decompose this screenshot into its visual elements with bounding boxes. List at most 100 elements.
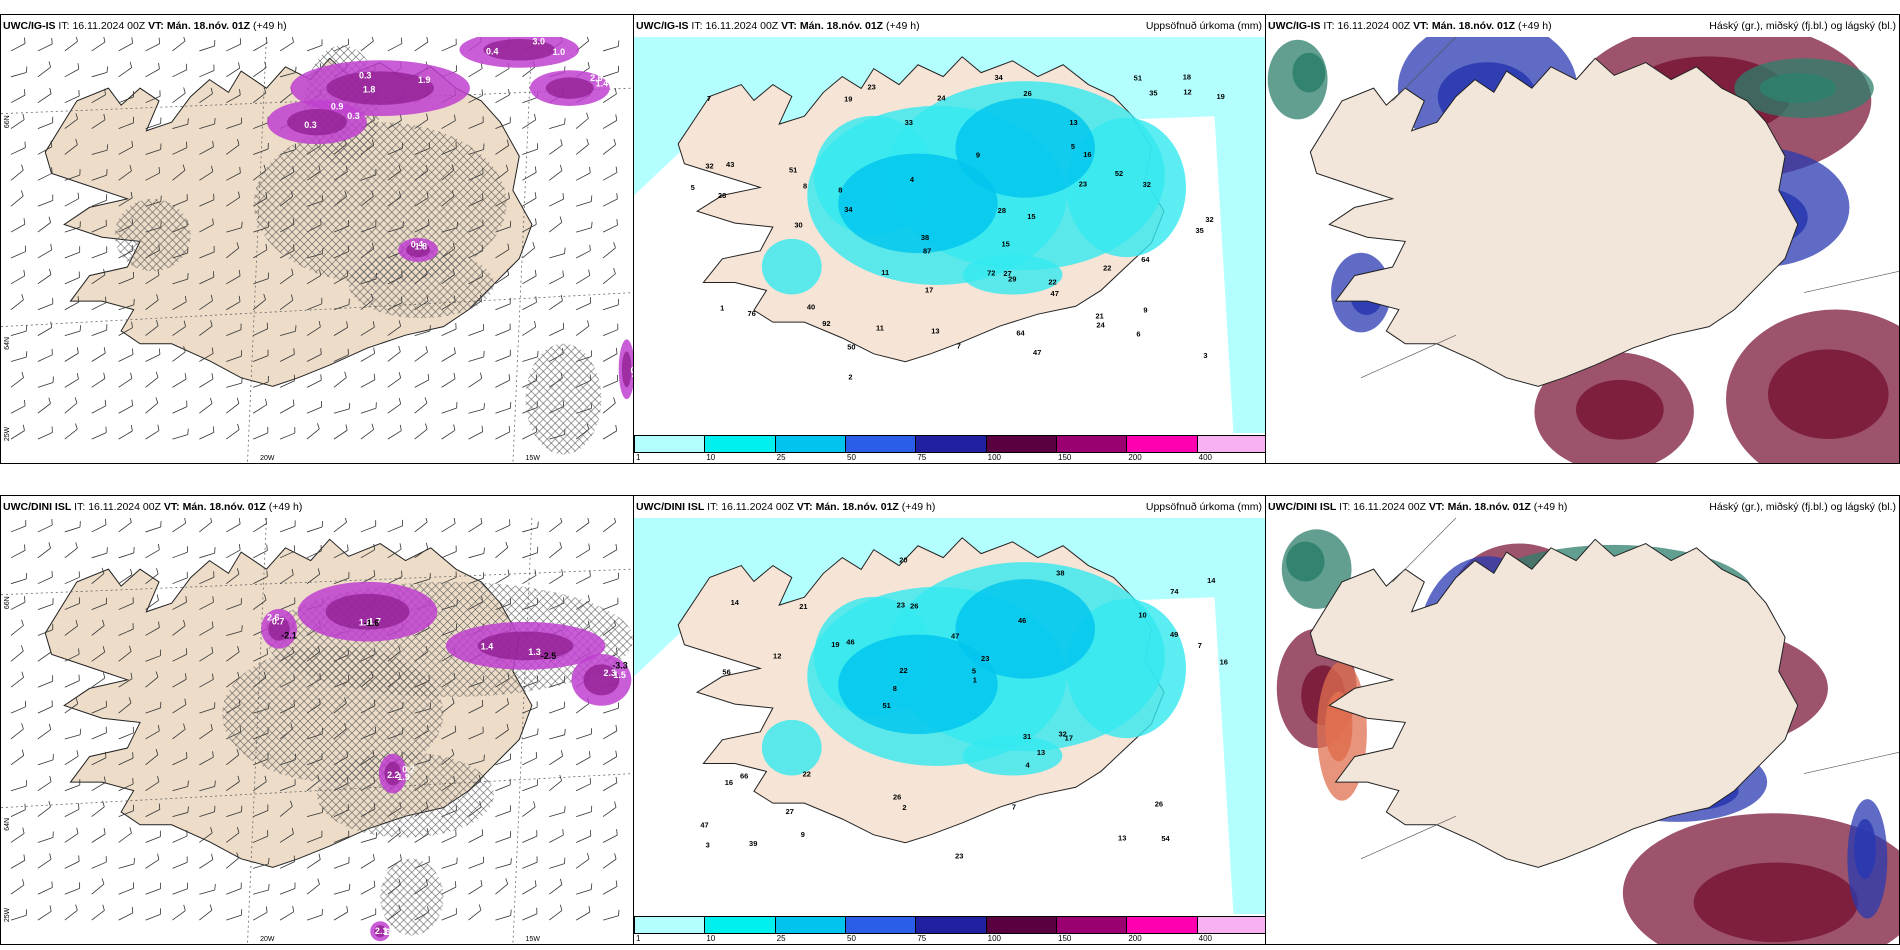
wind-barb-flag: [158, 621, 160, 628]
wind-barb-flag: [24, 37, 26, 44]
wind-barb: [602, 430, 617, 440]
wind-barb: [118, 810, 134, 817]
wind-barb: [118, 304, 134, 311]
wind-barb: [468, 885, 483, 895]
cloud-map-panel-igis: UWC/IG-IS IT: 16.11.2024 00Z VT: Mán. 18…: [1265, 14, 1900, 464]
wind-barb: [199, 276, 214, 285]
wind-barb: [360, 353, 375, 362]
precip-colorbar: 1 10 25 50 75 100 150 200 400: [634, 433, 1265, 463]
wind-barb-flag: [562, 829, 564, 836]
wind-barb: [333, 377, 347, 388]
wind-barb: [495, 303, 511, 311]
wind-barb: [37, 729, 52, 740]
wind-barb: [495, 729, 509, 740]
precip-amount-label: 14: [731, 598, 740, 607]
wind-barb: [360, 326, 375, 336]
wind-barb-flag: [103, 828, 106, 835]
wind-barb: [91, 199, 107, 207]
precip-amount-label: 7: [957, 342, 961, 351]
wind-barb: [10, 299, 24, 311]
wind-barb-flag: [155, 371, 159, 378]
wind-barb-flag: [133, 857, 135, 865]
precip-amount-label: 7: [1012, 802, 1016, 811]
wind-barb: [575, 911, 591, 921]
wind-barb-flag: [24, 544, 26, 551]
precip-value-label: 0.3: [359, 71, 371, 81]
wind-barb: [64, 888, 80, 895]
wind-barb: [64, 301, 79, 311]
graticule-line: [1, 568, 633, 596]
wind-barb: [575, 549, 590, 559]
wind-barb: [522, 148, 538, 155]
precip-amount-label: 34: [844, 205, 853, 214]
precip-amount-label: 30: [794, 221, 802, 230]
wind-layer: 0.3 0.3 3.0 1.4 1.8 2.0 1.8 0.9 1.0 2.6 0.4 0.5 1.9 0…: [1, 37, 633, 463]
wind-barb-flag: [586, 138, 589, 145]
wind-barb-flag: [106, 144, 109, 151]
wind-barb-flag: [129, 61, 133, 68]
wind-barb: [226, 888, 242, 895]
wind-barb-flag: [212, 751, 214, 758]
precip-amount-label: 31: [1023, 732, 1031, 741]
wind-barb: [522, 733, 538, 740]
wind-barb: [10, 330, 27, 336]
colorbar-tick-label: 100: [987, 934, 1002, 943]
wind-barb-flag: [131, 906, 134, 913]
precip-amount-label: 20: [899, 555, 907, 564]
wind-barb: [253, 278, 269, 285]
wind-barb: [199, 652, 214, 662]
wind-barb-flag: [454, 881, 457, 888]
wind-barb: [172, 678, 187, 688]
wind-barb: [91, 524, 107, 533]
colorbar-swatch: [1196, 916, 1265, 934]
wind-barb-flag: [209, 397, 213, 404]
wind-barb: [118, 912, 134, 921]
wind-barb-flag: [184, 673, 187, 680]
wind-barb: [172, 625, 186, 636]
wind-barb: [280, 330, 296, 336]
wind-barb: [10, 275, 25, 285]
wind-barb-flag: [21, 164, 24, 171]
wind-barb: [118, 522, 132, 533]
wind-barb: [199, 146, 214, 155]
precip-value-label: 3.0: [532, 37, 544, 46]
wind-barb: [306, 275, 321, 285]
wind-barb: [145, 859, 160, 869]
wind-barb-flag: [290, 800, 293, 807]
precip-amount-label: 22: [1103, 263, 1111, 272]
wind-barb: [279, 274, 294, 285]
precip-rate-core: [326, 71, 435, 105]
wind-barb: [279, 299, 294, 311]
wind-barb-flag: [616, 193, 618, 200]
wind-barb-flag: [158, 37, 161, 44]
wind-barb: [602, 329, 619, 336]
wind-barb-flag: [451, 748, 455, 755]
wind-barb-flag: [372, 321, 375, 328]
precip-amount-label: 32: [1205, 215, 1213, 224]
wind-barb-flag: [49, 775, 52, 782]
wind-barb-flag: [426, 37, 429, 43]
wind-barb-flag: [75, 423, 78, 430]
wind-barb: [226, 67, 240, 78]
precip-value-label: 2.6: [590, 73, 602, 83]
precip-value-label: 2.6: [267, 613, 279, 623]
wind-barb-flag: [371, 37, 374, 42]
precip-value-label: 1.0: [553, 47, 565, 57]
wind-barb: [145, 627, 160, 636]
wind-barb-flag: [131, 140, 134, 147]
precip-amount-label: 3: [1203, 351, 1207, 360]
wind-barb-flag: [209, 904, 213, 911]
wind-barb-flag: [241, 377, 243, 384]
wind-barb-flag: [183, 87, 186, 94]
wind-barb: [414, 351, 428, 362]
wind-barb: [199, 300, 213, 311]
precip-amount-label: 19: [1216, 92, 1224, 101]
wind-barb: [360, 379, 376, 388]
wind-barb-flag: [131, 37, 133, 44]
wind-barb: [10, 405, 26, 414]
wind-barb: [37, 172, 53, 181]
precip-amount-label: 23: [897, 601, 905, 610]
wind-barb: [64, 226, 81, 233]
wind-barb-flag: [613, 267, 616, 274]
wind-barb-flag: [49, 646, 52, 653]
